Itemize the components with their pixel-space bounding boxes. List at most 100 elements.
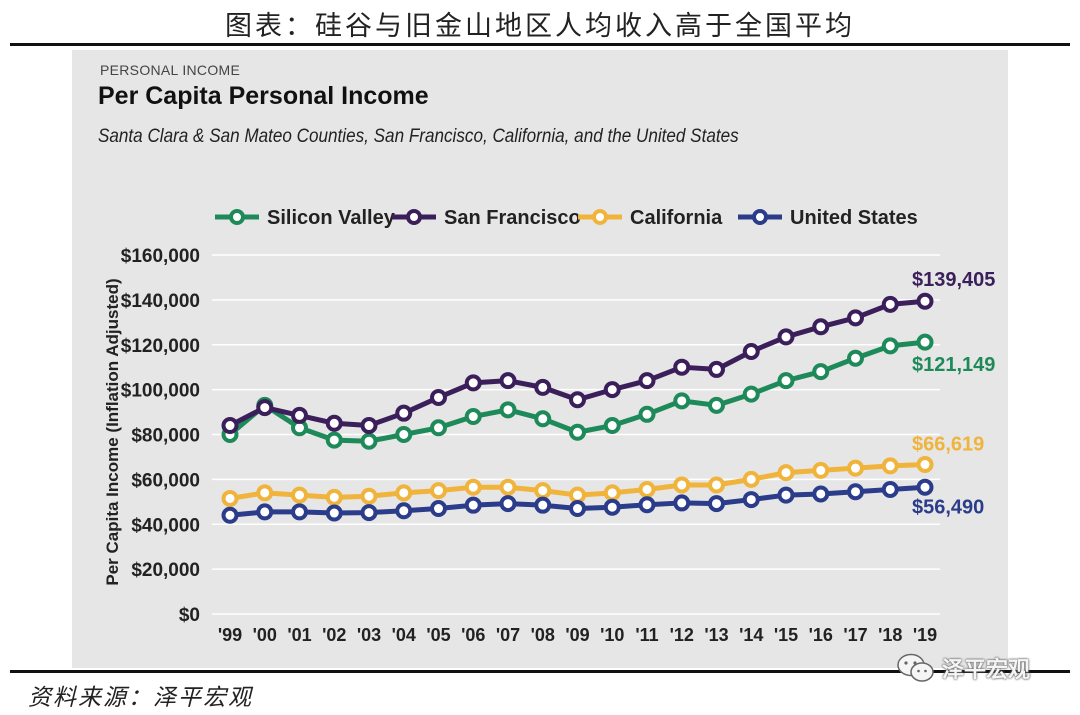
x-tick-label: '05 xyxy=(426,625,450,645)
watermark-text: 泽平宏观 xyxy=(942,658,1031,683)
data-point xyxy=(569,486,586,504)
x-tick-label: '16 xyxy=(809,625,833,645)
source-note: 资料来源：泽平宏观 xyxy=(28,685,253,711)
legend-label: California xyxy=(630,207,723,229)
x-tick-label: '11 xyxy=(635,625,658,645)
legend-label: Silicon Valley xyxy=(267,207,396,229)
data-point xyxy=(464,478,482,496)
data-point xyxy=(569,423,586,441)
data-point xyxy=(708,476,725,494)
data-point xyxy=(777,464,795,482)
x-tick-label: '13 xyxy=(704,625,728,645)
data-point xyxy=(256,399,274,417)
page-title: 图表：硅谷与旧金山地区人均收入高于全国平均 xyxy=(225,11,855,42)
x-tick-label: '02 xyxy=(322,625,346,645)
data-point xyxy=(534,410,552,428)
data-point xyxy=(812,363,830,381)
legend-label: United States xyxy=(790,207,918,229)
y-tick-label: $160,000 xyxy=(121,246,200,267)
end-value-label: $121,149 xyxy=(912,354,995,376)
data-point xyxy=(464,408,482,426)
data-point xyxy=(881,457,899,475)
data-point xyxy=(464,374,482,392)
data-point xyxy=(812,318,830,336)
watermark: 泽平宏观 xyxy=(896,652,1030,684)
data-point xyxy=(916,456,934,474)
data-point xyxy=(499,372,517,390)
data-point xyxy=(221,489,239,507)
x-tick-label: '00 xyxy=(253,625,277,645)
data-point xyxy=(812,485,830,503)
data-point xyxy=(847,349,864,367)
data-point xyxy=(395,404,413,422)
x-tick-label: '03 xyxy=(357,625,381,645)
data-point xyxy=(673,358,691,376)
legend-label: San Francisco xyxy=(444,207,581,229)
data-point xyxy=(847,459,864,477)
top-divider xyxy=(10,43,1070,46)
data-point xyxy=(291,486,308,504)
data-point xyxy=(916,292,934,310)
x-tick-label: '07 xyxy=(496,625,520,645)
end-value-label: $66,619 xyxy=(912,434,984,456)
data-point xyxy=(430,500,447,518)
data-point xyxy=(742,470,760,488)
y-tick-label: $120,000 xyxy=(121,336,200,357)
data-point xyxy=(569,500,586,518)
data-point xyxy=(221,506,239,524)
data-point xyxy=(499,401,517,419)
data-point xyxy=(325,504,343,522)
legend-marker xyxy=(406,209,422,225)
data-point xyxy=(638,480,656,498)
data-point xyxy=(430,388,447,406)
x-tick-label: '10 xyxy=(600,625,624,645)
data-point xyxy=(916,478,934,496)
y-tick-label: $60,000 xyxy=(131,470,200,491)
x-tick-label: '04 xyxy=(392,625,416,645)
end-value-label: $139,405 xyxy=(912,269,995,291)
bottom-divider xyxy=(10,670,1070,673)
data-point xyxy=(534,496,552,514)
data-point xyxy=(881,480,899,498)
data-point xyxy=(360,504,378,522)
data-point xyxy=(777,328,795,346)
data-point xyxy=(881,337,899,355)
y-tick-label: $40,000 xyxy=(131,515,200,536)
data-point xyxy=(499,478,517,496)
data-point xyxy=(325,488,343,506)
y-tick-label: $140,000 xyxy=(121,291,200,312)
data-point xyxy=(534,378,552,396)
data-point xyxy=(325,414,343,432)
x-tick-label: '09 xyxy=(565,625,589,645)
y-axis-title: Per Capita Income (Inflation Adjusted) xyxy=(103,278,122,585)
data-point xyxy=(673,392,691,410)
data-point xyxy=(603,417,621,435)
data-point xyxy=(673,476,691,494)
data-point xyxy=(916,333,934,351)
data-point xyxy=(603,484,621,502)
data-point xyxy=(464,496,482,514)
x-tick-label: '14 xyxy=(739,625,763,645)
data-point xyxy=(603,498,621,516)
y-tick-label: $80,000 xyxy=(131,426,200,447)
data-point xyxy=(291,406,308,424)
data-point xyxy=(395,502,413,520)
legend-marker xyxy=(229,209,245,225)
data-point xyxy=(569,391,586,409)
data-point xyxy=(256,503,274,521)
data-point xyxy=(777,372,795,390)
data-point xyxy=(847,483,864,501)
data-point xyxy=(708,360,725,378)
data-point xyxy=(256,484,274,502)
data-point xyxy=(360,487,378,505)
y-tick-label: $0 xyxy=(179,605,200,626)
data-point xyxy=(360,432,378,450)
data-point xyxy=(534,482,552,500)
data-point xyxy=(395,484,413,502)
chart-kicker: PERSONAL INCOME xyxy=(100,62,241,78)
x-tick-label: '12 xyxy=(670,625,694,645)
data-point xyxy=(291,503,308,521)
data-point xyxy=(847,309,864,327)
chart-subtitle: Santa Clara & San Mateo Counties, San Fr… xyxy=(98,126,739,147)
legend-marker xyxy=(592,209,608,225)
